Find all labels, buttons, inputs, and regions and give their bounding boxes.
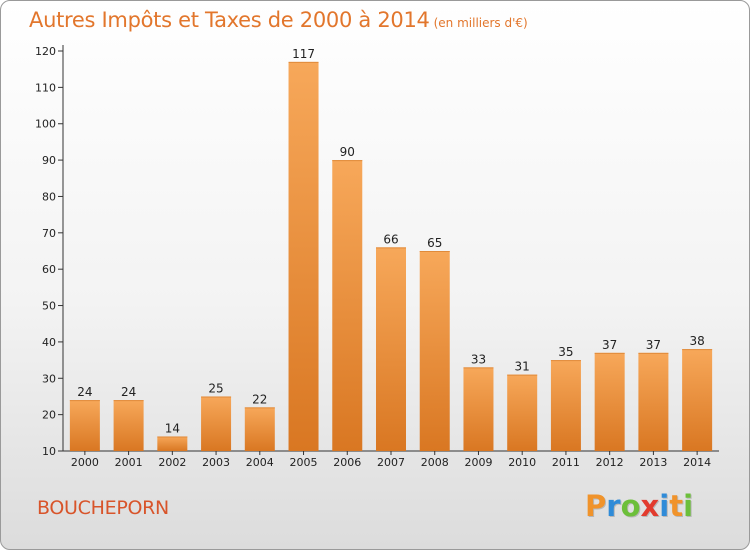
bar-2002 [157, 436, 188, 451]
x-tick-label: 2002 [158, 456, 186, 469]
data-label: 33 [471, 352, 486, 366]
y-tick-label: 20 [42, 409, 56, 422]
chart-subtitle: (en milliers d'€) [433, 16, 528, 30]
x-tick-label: 2011 [552, 456, 580, 469]
data-label: 31 [515, 360, 530, 374]
logo-letter: o [620, 489, 641, 523]
data-label: 37 [602, 338, 617, 352]
bar-2005 [288, 61, 319, 452]
y-tick-label: 10 [42, 445, 56, 458]
logo-letter: r [606, 489, 621, 523]
bar-2011 [550, 360, 581, 451]
chart-title-text: Autres Impôts et Taxes de 2000 à 2014 [29, 8, 430, 32]
x-tick-label: 2013 [639, 456, 667, 469]
x-tick-label: 2014 [683, 456, 711, 469]
data-label: 90 [340, 145, 355, 159]
y-tick-label: 90 [42, 154, 56, 167]
logo-letter: i [683, 489, 694, 523]
chart-bars [69, 61, 713, 452]
chart-labels: 24 2000 24 2001 14 2002 25 2003 22 2004 117 2005 90 2… [71, 47, 711, 469]
x-tick-label: 2007 [377, 456, 405, 469]
bar-2000 [69, 400, 100, 451]
data-label: 24 [121, 385, 136, 399]
logo-letter: P [585, 489, 607, 523]
logo-letter: x [640, 489, 660, 523]
y-tick-label: 60 [42, 263, 56, 276]
y-tick-label: 110 [35, 81, 56, 94]
x-tick-label: 2004 [246, 456, 274, 469]
x-tick-label: 2001 [115, 456, 143, 469]
x-tick-label: 2008 [421, 456, 449, 469]
data-label: 65 [427, 236, 442, 250]
x-tick-label: 2009 [464, 456, 492, 469]
bar-2007 [376, 247, 406, 451]
bar-2003 [201, 396, 232, 451]
commune-name: BOUCHEPORN [37, 497, 169, 519]
x-tick-label: 2000 [71, 456, 99, 469]
data-label: 117 [292, 47, 315, 61]
logo-letter: i [659, 489, 670, 523]
y-tick-label: 70 [42, 227, 56, 240]
y-tick-label: 50 [42, 300, 56, 313]
chart-axes: 10 20 30 40 50 60 70 80 90 100 110 120 [35, 45, 719, 458]
x-tick-label: 2012 [596, 456, 624, 469]
bar-2008 [419, 251, 450, 451]
x-tick-label: 2006 [333, 456, 361, 469]
y-tick-label: 40 [42, 336, 56, 349]
logo-letter: t [669, 489, 684, 523]
data-label: 38 [689, 334, 704, 348]
x-tick-label: 2010 [508, 456, 536, 469]
bar-2006 [332, 160, 363, 451]
bar-2013 [638, 352, 669, 451]
data-label: 14 [165, 421, 180, 435]
x-tick-label: 2003 [202, 456, 230, 469]
bar-2014 [682, 349, 713, 451]
y-tick-label: 120 [35, 45, 56, 58]
data-label: 22 [252, 392, 267, 406]
y-tick-label: 80 [42, 190, 56, 203]
bar-2001 [113, 400, 144, 451]
proxiti-logo: Proxiti [585, 489, 693, 523]
data-label: 25 [208, 381, 223, 395]
data-label: 37 [646, 338, 661, 352]
chart-title: Autres Impôts et Taxes de 2000 à 2014 (en… [29, 8, 528, 32]
bar-2004 [244, 407, 275, 451]
y-tick-label: 100 [35, 118, 56, 131]
bar-2009 [463, 367, 494, 451]
y-tick-label: 30 [42, 372, 56, 385]
data-label: 35 [558, 345, 573, 359]
bar-2012 [594, 352, 625, 451]
x-tick-label: 2005 [290, 456, 318, 469]
data-label: 24 [77, 385, 92, 399]
data-label: 66 [383, 232, 398, 246]
bar-2010 [507, 374, 538, 451]
